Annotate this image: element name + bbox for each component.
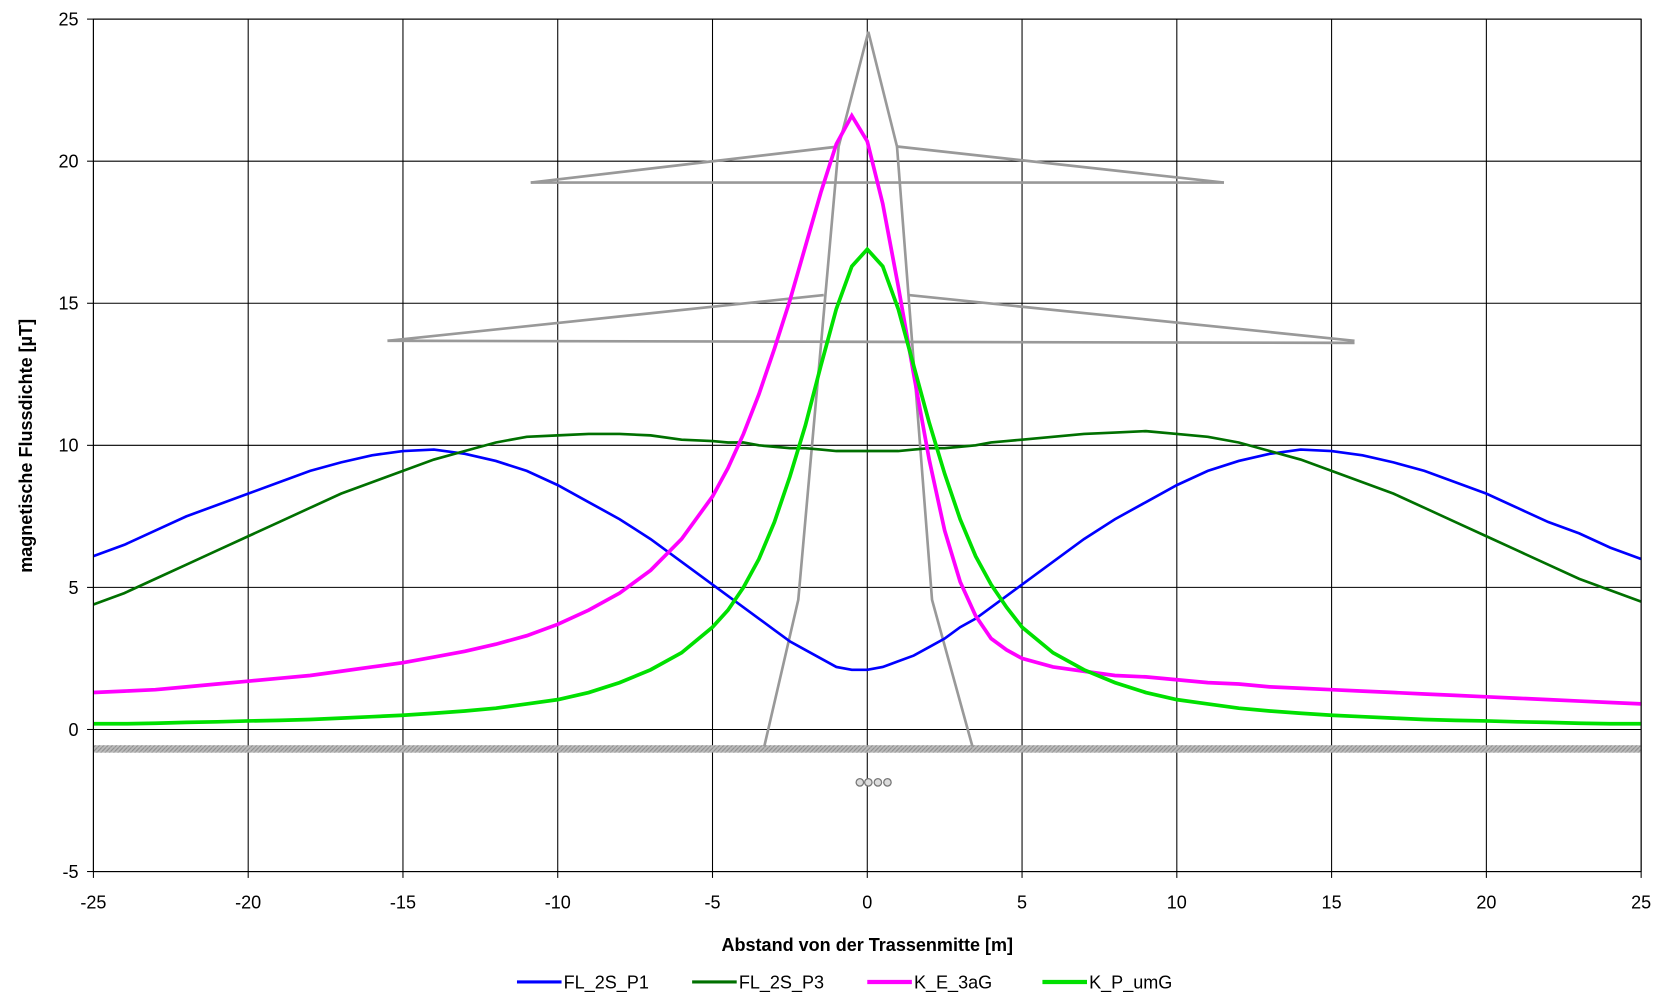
x-tick-label: -10 [545, 893, 571, 913]
series [92, 111, 1642, 726]
y-tick-label: 20 [58, 152, 78, 172]
x-tick-label: 25 [1631, 893, 1651, 913]
pylon-arm [530, 145, 839, 184]
x-tick-label: -25 [80, 893, 106, 913]
x-tick-label: 10 [1167, 893, 1187, 913]
pylon-arm [908, 293, 1355, 343]
x-axis-label: Abstand von der Trassenmitte [m] [721, 935, 1013, 955]
x-tick-label: -5 [704, 893, 720, 913]
legend-label: K_P_umG [1089, 972, 1172, 993]
x-tick-label: 0 [862, 893, 872, 913]
legend-label: FL_2S_P3 [739, 972, 824, 993]
ground [93, 745, 1642, 753]
legend-label: FL_2S_P1 [564, 972, 649, 993]
x-tick-label: -15 [390, 893, 416, 913]
pylon-arm [387, 339, 1355, 345]
y-tick-label: 0 [69, 720, 79, 740]
legend: FL_2S_P1 FL_2S_P3 K_E_3aG K_P_umG [516, 972, 1172, 993]
series-line [92, 448, 1642, 672]
series-line [93, 246, 1642, 726]
cables [855, 778, 892, 787]
series-line [93, 111, 1642, 706]
plot-frame [92, 18, 1642, 873]
series-line [92, 429, 1642, 606]
x-tick-label: 20 [1476, 893, 1496, 913]
pylon-arm [896, 145, 1225, 184]
pylon-arm [387, 293, 824, 343]
legend-label: K_E_3aG [914, 972, 992, 993]
x-tick-label: -20 [235, 893, 261, 913]
grid: -25 -20 -15 -10 -5 0 5 10 15 20 25 -5 0 5 10 15 20 25 [58, 9, 1651, 912]
x-tick-label: 5 [1017, 893, 1027, 913]
x-tick-label: 15 [1322, 893, 1342, 913]
y-axis-label: magnetische Flussdichte [µT] [16, 319, 36, 573]
y-tick-label: 15 [58, 294, 78, 314]
y-tick-label: 25 [58, 9, 78, 29]
pylon-tower [763, 31, 974, 747]
y-tick-label: 10 [58, 436, 78, 456]
y-tick-label: -5 [63, 862, 79, 882]
y-tick-label: 5 [69, 578, 79, 598]
